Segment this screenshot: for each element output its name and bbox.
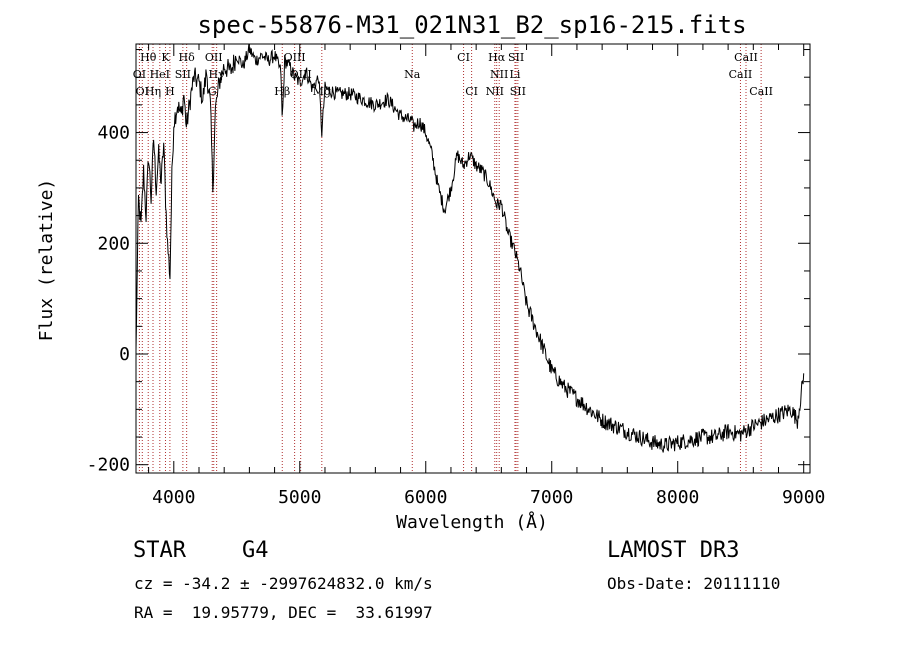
chart-title: spec-55876-M31_021N31_B2_sp16-215.fits bbox=[197, 11, 746, 39]
survey-name: LAMOST DR3 bbox=[607, 538, 740, 563]
emission-line-markers bbox=[138, 44, 762, 473]
y-tick-label: -200 bbox=[87, 455, 130, 476]
x-tick-label: 5000 bbox=[278, 487, 321, 508]
x-tick-label: 8000 bbox=[656, 487, 699, 508]
x-axis-label: Wavelength (Å) bbox=[396, 511, 548, 533]
redshift-info: cz = -34.2 ± -2997624832.0 km/s bbox=[134, 574, 433, 593]
emission-line-label: Hβ bbox=[274, 85, 290, 98]
emission-line-label: SII bbox=[508, 51, 524, 64]
emission-line-label: H bbox=[165, 85, 175, 98]
axis-ticks: 4000 5000 6000 7000 8000 9000 -200 0 200 400 bbox=[87, 44, 825, 508]
emission-line-label: Hθ bbox=[140, 51, 157, 64]
y-tick-label: 0 bbox=[119, 344, 130, 365]
emission-line-label: CI bbox=[457, 51, 470, 64]
spectrum-line bbox=[135, 44, 805, 453]
emission-line-label: HeI bbox=[150, 68, 170, 81]
emission-line-label: OI bbox=[136, 85, 149, 98]
x-tick-label: 7000 bbox=[530, 487, 573, 508]
y-tick-label: 400 bbox=[97, 123, 130, 144]
emission-line-label: K bbox=[161, 51, 170, 64]
emission-line-label: G bbox=[208, 85, 217, 98]
emission-line-label: Na bbox=[404, 68, 421, 81]
emission-line-label: NII bbox=[490, 68, 508, 81]
x-tick-label: 6000 bbox=[404, 487, 447, 508]
y-axis-label: Flux (relative) bbox=[36, 179, 57, 342]
x-tick-label: 4000 bbox=[152, 487, 195, 508]
emission-line-label: SII bbox=[175, 68, 191, 81]
emission-line-label: OII bbox=[205, 51, 223, 64]
y-tick-label: 200 bbox=[97, 233, 130, 254]
obs-date: Obs-Date: 20111110 bbox=[607, 574, 781, 593]
emission-line-label: Hδ bbox=[179, 51, 196, 64]
subclass: G4 bbox=[242, 538, 269, 563]
emission-line-label: NII bbox=[486, 85, 504, 98]
plot-frame bbox=[135, 43, 811, 474]
coordinates: RA = 19.95779, DEC = 33.61997 bbox=[134, 603, 433, 622]
emission-line-label: CaII bbox=[734, 51, 758, 64]
emission-line-label: CaII bbox=[729, 68, 753, 81]
x-tick-label: 9000 bbox=[782, 487, 825, 508]
emission-line-label: Li bbox=[510, 68, 521, 81]
emission-line-label: CaII bbox=[749, 85, 773, 98]
emission-line-label: SII bbox=[510, 85, 526, 98]
emission-line-label: Hη bbox=[145, 85, 161, 98]
emission-line-label: CI bbox=[465, 85, 478, 98]
object-class: STAR bbox=[133, 538, 186, 563]
emission-line-label: OI bbox=[133, 68, 146, 81]
emission-line-label: Hα bbox=[488, 51, 506, 64]
